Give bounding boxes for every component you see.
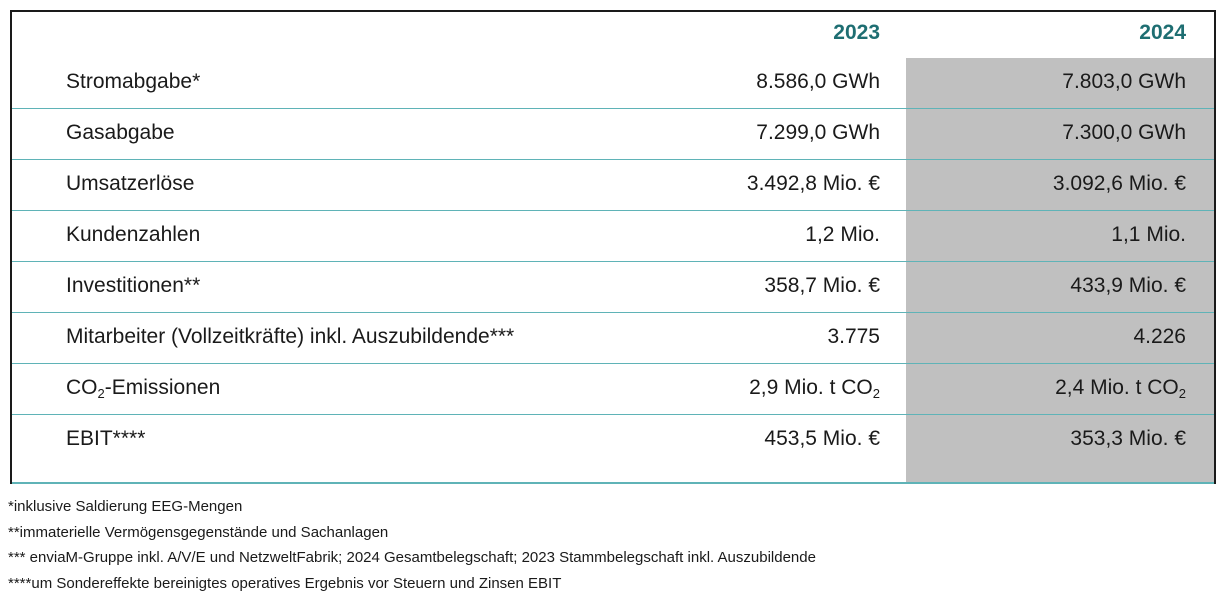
value-2024: 7.803,0 GWh [1062,70,1186,93]
co2-value-2024-text: 2,4 Mio. t CO [1055,376,1179,399]
table-row: Mitarbeiter (Vollzeitkräfte) inkl. Auszu… [12,313,1214,364]
row-label: Investitionen** [66,274,201,297]
value-2024: 4.226 [1133,325,1186,348]
value-2024: 433,9 Mio. € [1070,274,1186,297]
co2-value-2024-subscript: 2 [1178,386,1186,401]
table-row: Gasabgabe 7.299,0 GWh 7.300,0 GWh [12,109,1214,160]
footnote: *** enviaM-Gruppe inkl. A/V/E und Netzwe… [8,549,816,566]
value-2023: 358,7 Mio. € [764,274,880,297]
value-2023: 7.299,0 GWh [756,121,880,144]
table-row: Investitionen** 358,7 Mio. € 433,9 Mio. … [12,262,1214,313]
row-label: EBIT**** [66,427,146,450]
row-label: Kundenzahlen [66,223,201,246]
row-label-co2-emissions: CO2-Emissionen [66,376,220,400]
footnotes: *inklusive Saldierung EEG-Mengen **immat… [8,494,1208,596]
row-label: Umsatzerlöse [66,172,195,195]
header-year-2024: 2024 [1139,21,1186,44]
value-2024: 3.092,6 Mio. € [1052,172,1186,195]
table-row: CO2-Emissionen 2,9 Mio. t CO2 2,4 Mio. t… [12,364,1214,415]
value-2023: 1,2 Mio. [805,223,880,246]
co2-label-prefix: CO [66,376,98,399]
row-label: Stromabgabe* [66,70,201,93]
value-2023: 2,9 Mio. t CO2 [600,376,880,400]
value-2024: 7.300,0 GWh [1062,121,1186,144]
table-row: Umsatzerlöse 3.492,8 Mio. € 3.092,6 Mio.… [12,160,1214,211]
value-2023: 453,5 Mio. € [764,427,880,450]
key-figures-table: 2023 2024 Stromabgabe* 8.586,0 GWh 7.803… [10,10,1216,484]
footnote: *inklusive Saldierung EEG-Mengen [8,498,243,515]
value-2023: 3.492,8 Mio. € [746,172,880,195]
footnote: ****um Sondereffekte bereinigtes operati… [8,574,562,592]
value-2024: 2,4 Mio. t CO2 [906,376,1186,400]
table-row: EBIT**** 453,5 Mio. € 353,3 Mio. € [12,415,1214,466]
value-2023: 3.775 [827,325,880,348]
co2-label-subscript: 2 [97,386,105,401]
table-row: Kundenzahlen 1,2 Mio. 1,1 Mio. [12,211,1214,262]
value-2023: 8.586,0 GWh [756,70,880,93]
shaded-column-2024 [906,58,1214,482]
co2-value-2023-subscript: 2 [872,386,880,401]
header-year-2023: 2023 [833,21,880,44]
table-row: Stromabgabe* 8.586,0 GWh 7.803,0 GWh [12,58,1214,109]
value-2024: 353,3 Mio. € [1070,427,1186,450]
row-label: Gasabgabe [66,121,175,144]
footnote: **immaterielle Vermögensgegenstände und … [8,523,389,541]
table-header: 2023 2024 [12,12,1214,58]
table-bottom-accent-line [12,482,1214,484]
co2-label-suffix: -Emissionen [104,376,221,399]
co2-value-2023-text: 2,9 Mio. t CO [749,376,873,399]
value-2024: 1,1 Mio. [1111,223,1186,246]
row-label: Mitarbeiter (Vollzeitkräfte) inkl. Auszu… [66,325,515,348]
